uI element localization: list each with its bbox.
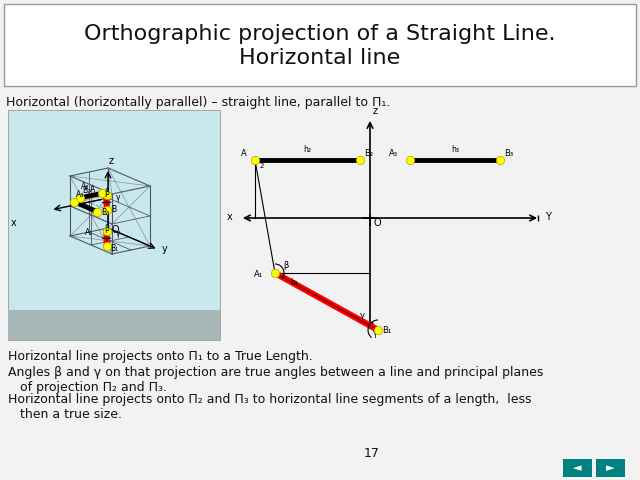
Text: B₃: B₃ [504, 149, 513, 158]
Text: h₃: h₃ [451, 145, 459, 154]
Text: h₂: h₂ [303, 145, 311, 154]
Text: Y: Y [373, 331, 378, 340]
Text: Orthographic projection of a Straight Line.
Horizontal line: Orthographic projection of a Straight Li… [84, 24, 556, 68]
FancyBboxPatch shape [563, 459, 592, 477]
Text: B₁: B₁ [382, 326, 391, 335]
Text: A: A [241, 149, 247, 158]
Text: B₂: B₂ [83, 186, 91, 195]
Text: 2: 2 [260, 163, 264, 169]
Text: B₁: B₁ [110, 244, 118, 252]
FancyBboxPatch shape [4, 4, 636, 86]
Text: ◄: ◄ [573, 463, 581, 473]
Text: A₁: A₁ [85, 228, 93, 237]
Text: ►: ► [605, 463, 614, 473]
Text: γ: γ [116, 193, 120, 203]
Text: A: A [90, 185, 95, 194]
Text: B₂: B₂ [364, 149, 373, 158]
Text: O: O [374, 218, 381, 228]
Text: γ: γ [360, 311, 365, 320]
Text: A₃: A₃ [76, 190, 84, 199]
Text: β: β [105, 224, 109, 233]
FancyBboxPatch shape [596, 459, 625, 477]
Text: h₁: h₁ [290, 278, 298, 287]
Text: β: β [283, 261, 289, 270]
Text: Angles β and γ on that projection are true angles between a line and principal p: Angles β and γ on that projection are tr… [8, 366, 543, 394]
Text: B₃: B₃ [101, 208, 109, 216]
Text: Horizontal line projects onto Π₁ to a True Length.: Horizontal line projects onto Π₁ to a Tr… [8, 350, 313, 363]
Text: γ: γ [116, 229, 120, 239]
Text: Y: Y [545, 212, 551, 222]
Text: 17: 17 [364, 447, 380, 460]
Text: x: x [227, 212, 233, 222]
Text: O: O [111, 225, 118, 235]
Text: A₃: A₃ [389, 149, 398, 158]
Text: A₁: A₁ [254, 270, 263, 279]
Text: Horizontal (horizontally parallel) – straight line, parallel to Π₁.: Horizontal (horizontally parallel) – str… [6, 96, 390, 109]
Text: z: z [109, 156, 114, 166]
Text: z: z [373, 106, 378, 116]
FancyBboxPatch shape [8, 310, 220, 340]
Text: A₂: A₂ [81, 182, 90, 191]
Text: y: y [161, 244, 167, 254]
Text: Horizontal line projects onto Π₂ and Π₃ to horizontal line segments of a length,: Horizontal line projects onto Π₂ and Π₃ … [8, 393, 531, 421]
Text: β: β [105, 188, 109, 197]
FancyBboxPatch shape [8, 110, 220, 340]
Text: B: B [111, 204, 116, 214]
Text: x: x [11, 218, 17, 228]
